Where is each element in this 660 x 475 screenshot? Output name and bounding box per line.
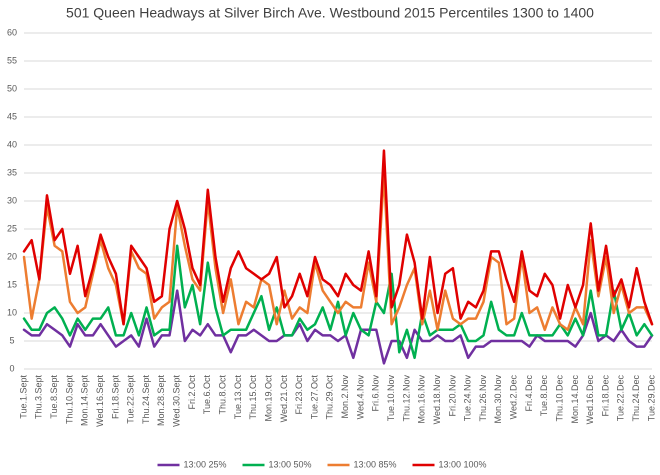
y-tick-label: 10	[7, 307, 17, 317]
x-tick-label: Mon.30.Nov	[493, 375, 503, 424]
series-line	[22, 289, 654, 365]
x-tick-label: Tue.29.Dec	[646, 375, 656, 422]
x-tick-label: Tue.8.Dec	[539, 375, 549, 417]
series-line	[22, 244, 654, 360]
y-tick-label: 45	[7, 111, 17, 121]
x-tick-label: Tue.13.Oct	[233, 375, 243, 420]
x-tick-label: Mon.16.Nov	[417, 375, 427, 424]
x-tick-label: Thu.3.Sept	[34, 375, 44, 420]
x-tick-label: Tue.8.Sept	[49, 375, 59, 419]
legend-label: 13:00 100%	[439, 459, 487, 469]
y-tick-label: 40	[7, 139, 17, 149]
y-tick-label: 55	[7, 55, 17, 65]
x-tick-label: Wed.2.Dec	[509, 375, 519, 420]
x-tick-label: Tue.24.Nov	[463, 375, 473, 422]
x-tick-label: Wed.16.Sept	[95, 375, 105, 427]
x-tick-label: Wed.30.Sept	[172, 375, 182, 427]
y-tick-label: 20	[7, 251, 17, 261]
legend-label: 13:00 25%	[184, 459, 227, 469]
x-tick-label: Thu.8.Oct	[217, 375, 227, 415]
series-line	[22, 149, 654, 326]
x-tick-label: Mon.14.Sept	[80, 375, 90, 427]
x-tick-label: Tue.1.Sept	[18, 375, 28, 419]
y-tick-label: 50	[7, 83, 17, 93]
x-tick-label: Thu.12.Nov	[401, 375, 411, 422]
x-tick-label: Tue.22.Sept	[126, 375, 136, 424]
legend-label: 13:00 50%	[269, 459, 312, 469]
x-tick-label: Fri.4.Dec	[524, 375, 534, 412]
legend: 13:00 25% 13:00 50% 13:00 85% 13:00 100%	[157, 459, 487, 469]
x-tick-label: Thu.24.Dec	[631, 375, 641, 422]
x-tick-label: Tue.6.Oct	[202, 375, 212, 415]
x-tick-label: Fri.23.Oct	[294, 375, 304, 415]
x-tick-label: Wed.16.Dec	[585, 375, 595, 425]
x-tick-label: Fri.20.Nov	[447, 375, 457, 417]
x-tick-label: Tue.22.Dec	[616, 375, 626, 422]
x-tick-label: Thu.10.Dec	[554, 375, 564, 422]
y-tick-label: 60	[7, 27, 17, 37]
x-tick-label: Mon.19.Oct	[263, 375, 273, 422]
x-tick-label: Fri.18.Sept	[110, 375, 120, 420]
x-tick-label: Fri.18.Dec	[600, 375, 610, 417]
x-tick-label: Wed.18.Nov	[432, 375, 442, 425]
x-tick-label: Mon.14.Dec	[570, 375, 580, 424]
x-tick-label: Mon.2.Nov	[340, 375, 350, 419]
chart-title: 501 Queen Headways at Silver Birch Ave. …	[66, 5, 594, 21]
x-tick-label: Tue.10.Nov	[386, 375, 396, 422]
x-tick-label: Wed.21.Oct	[279, 375, 289, 423]
y-tick-label: 25	[7, 223, 17, 233]
x-tick-label: Wed.4.Nov	[355, 375, 365, 420]
x-tick-label: Thu.24.Sept	[141, 375, 151, 425]
x-tick-label: Tue.27.Oct	[309, 375, 319, 420]
y-tick-label: 15	[7, 279, 17, 289]
x-tick-label: Mon.28.Sept	[156, 375, 166, 427]
y-tick-label: 30	[7, 195, 17, 205]
y-tick-label: 0	[9, 363, 14, 373]
x-tick-label: Thu.29.Oct	[325, 375, 335, 420]
legend-label: 13:00 85%	[354, 459, 397, 469]
y-tick-label: 5	[9, 335, 14, 345]
y-tick-label: 35	[7, 167, 17, 177]
x-tick-label: Fri.6.Nov	[371, 375, 381, 412]
x-tick-label: Thu.26.Nov	[478, 375, 488, 422]
x-tick-label: Fri.2.Oct	[187, 375, 197, 410]
x-tick-label: Thu.10.Sept	[64, 375, 74, 425]
x-tick-label: Thu.15.Oct	[248, 375, 258, 420]
